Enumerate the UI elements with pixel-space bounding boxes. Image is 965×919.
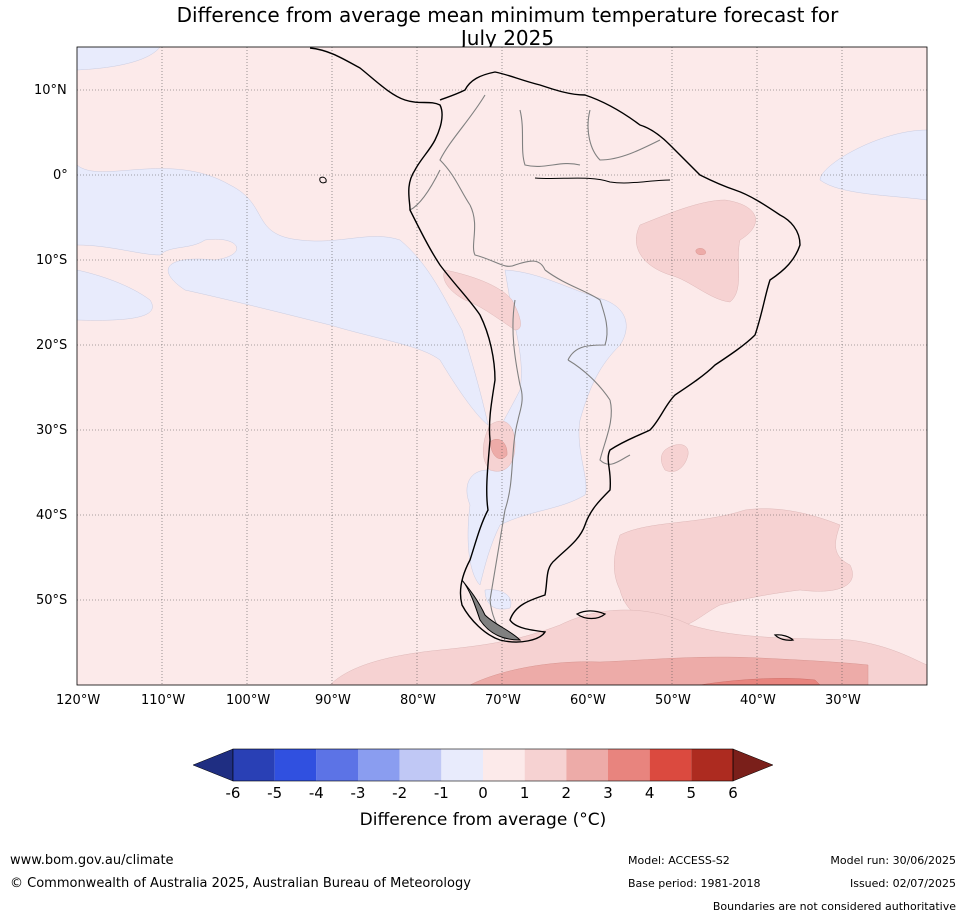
colorbar-tick: -6 [225,784,241,802]
map-title-line1: Difference from average mean minimum tem… [176,3,839,27]
colorbar-swatch [399,749,442,781]
map-title-line2: July 2025 [460,26,555,50]
colorbar-swatch [691,749,733,781]
lon-label: 50°W [655,693,691,708]
anomaly-region-southern-ocean-strong [469,656,869,685]
lon-label: 60°W [570,693,606,708]
anomaly-region-patagonia-negative [484,589,512,610]
colorbar [192,748,774,782]
website-link[interactable]: www.bom.gov.au/climate [10,853,174,868]
falkland-islands [575,610,607,620]
lat-label: 40°S [36,508,68,523]
anomaly-region-southern-ocean-3to4 [699,678,821,685]
map-title: Difference from average mean minimum tem… [0,4,965,50]
lon-label: 100°W [226,693,271,708]
gridlines [77,47,927,685]
anomaly-region-small-positive [661,444,689,472]
lon-label: 30°W [825,693,861,708]
lat-label: 0° [53,168,68,183]
anomaly-region-north-pacific-negative [77,47,161,71]
lon-label: 120°W [56,693,101,708]
colorbar-swatch [233,749,275,781]
colorbar-tick: 6 [728,784,738,802]
colorbar-tick: 4 [644,784,655,802]
anomaly-region-andes-strong [489,439,508,459]
colorbar-swatch [566,749,608,781]
colorbar-tick: 0 [478,784,488,802]
colorbar-swatch [483,749,525,781]
south-america-coastline [309,47,801,643]
issued-text: Issued: 02/07/2025 [849,877,956,890]
colorbar-tick: -3 [350,784,366,802]
lon-label: 110°W [141,693,186,708]
colorbar-frame [232,748,734,782]
country-borders [409,94,661,641]
colorbar-title: Difference from average (°C) [359,810,607,830]
colorbar-swatch [358,749,400,781]
lon-label: 90°W [315,693,351,708]
anomaly-region-peru-positive [443,269,521,331]
tierra-del-fuego-coastline [461,579,522,641]
lat-label: 10°S [36,253,68,268]
model-text: Model: ACCESS-S2 [628,854,730,867]
colorbar-tick: -1 [433,784,449,802]
colorbar-swatch [441,749,483,781]
colorbar-tick: -2 [392,784,408,802]
galapagos-islands [319,176,327,184]
lon-label: 80°W [400,693,436,708]
disclaimer-text: Boundaries are not considered authoritat… [712,900,956,913]
lon-label: 70°W [485,693,521,708]
copyright-text: © Commonwealth of Australia 2025, Austra… [10,876,471,891]
colorbar-extend-high [732,748,774,782]
lat-label: 30°S [36,423,68,438]
lon-label: 40°W [740,693,776,708]
anomaly-region-atlantic-negative [819,129,927,201]
colorbar-swatch [608,749,650,781]
lat-label: 20°S [36,338,68,353]
base-period-text: Base period: 1981-2018 [628,877,761,890]
map-area [77,47,927,685]
equator-river [534,177,671,184]
colorbar-tick: 3 [603,784,613,802]
colorbar-tick: 1 [519,784,530,802]
model-run-text: Model run: 30/06/2025 [830,854,956,867]
south-georgia [773,634,795,641]
colorbar-swatch [649,749,692,781]
colorbar-tick: -4 [308,784,324,802]
lat-label: 50°S [36,593,68,608]
colorbar-tick: 2 [561,784,572,802]
anomaly-region-pacific-negative [77,164,489,426]
map-frame [76,46,928,686]
anomaly-region-brazil-spot [695,248,706,256]
anomaly-region-pacific-negative-2 [77,269,153,321]
colorbar-tick: -5 [267,784,283,802]
colorbar-extend-low [192,748,234,782]
colorbar-swatch [274,749,317,781]
colorbar-swatch [316,749,358,781]
lat-label: 10°N [34,83,67,98]
colorbar-swatch [524,749,567,781]
colorbar-tick: 5 [686,784,697,802]
